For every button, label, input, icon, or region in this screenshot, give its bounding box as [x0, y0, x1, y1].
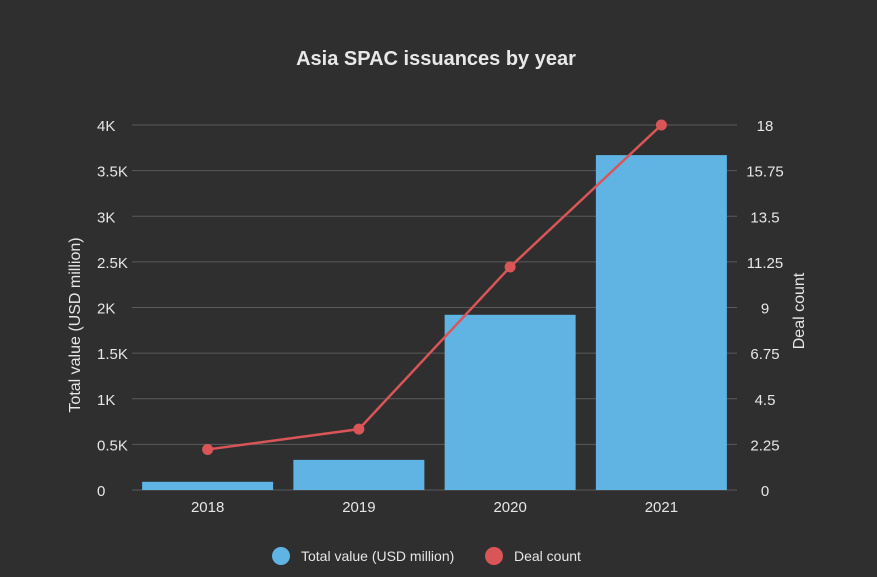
legend-label-total-value: Total value (USD million) — [301, 548, 454, 564]
bar-2021[interactable] — [595, 155, 727, 491]
deal-count-point-2018[interactable] — [202, 443, 214, 455]
deal-count-point-2019[interactable] — [353, 423, 365, 435]
left-tick-label: 4K — [97, 118, 115, 135]
x-tick-label: 2019 — [342, 499, 375, 516]
right-tick-label: 0 — [761, 483, 769, 500]
right-tick-label: 6.75 — [750, 346, 779, 363]
right-tick-label: 11.25 — [747, 255, 783, 272]
left-tick-label: 2.5K — [97, 255, 128, 272]
left-tick-label: 2K — [97, 301, 115, 318]
left-axis-title: Total value (USD million) — [67, 237, 84, 412]
bar-series — [142, 155, 727, 491]
left-tick-label: 1.5K — [97, 346, 128, 363]
line-series — [202, 119, 667, 455]
left-tick-label: 0.5K — [97, 437, 128, 454]
deal-count-point-2021[interactable] — [655, 119, 667, 131]
legend-item-deal-count[interactable]: Deal count — [485, 547, 581, 565]
right-tick-label: 9 — [761, 301, 769, 318]
right-tick-label: 15.75 — [746, 164, 784, 181]
right-axis-ticks: 0 2.25 4.5 6.75 9 11.25 13.5 15.75 18 — [746, 118, 784, 500]
legend: Total value (USD million) Deal count — [272, 547, 581, 565]
left-tick-label: 0 — [97, 483, 105, 500]
x-tick-label: 2018 — [191, 499, 224, 516]
right-axis-title: Deal count — [791, 272, 808, 349]
x-tick-label: 2021 — [645, 499, 678, 516]
legend-label-deal-count: Deal count — [514, 548, 581, 564]
right-tick-label: 18 — [757, 118, 774, 135]
grid-lines — [132, 124, 737, 491]
right-tick-label: 2.25 — [750, 437, 779, 454]
bar-2019[interactable] — [293, 459, 425, 490]
right-tick-label: 4.5 — [755, 392, 776, 409]
right-tick-label: 13.5 — [750, 209, 779, 226]
left-axis-ticks: 0 0.5K 1K 1.5K 2K 2.5K 3K 3.5K 4K — [97, 118, 128, 500]
x-axis-ticks: 2018 2019 2020 2021 — [191, 499, 678, 516]
legend-marker-deal-count — [485, 547, 503, 565]
chart-title: Asia SPAC issuances by year — [296, 48, 576, 70]
bar-2018[interactable] — [142, 481, 274, 490]
bar-2020[interactable] — [444, 314, 576, 490]
x-tick-label: 2020 — [493, 499, 526, 516]
deal-count-point-2020[interactable] — [504, 261, 516, 273]
deal-count-line — [207, 124, 663, 451]
left-tick-label: 1K — [97, 392, 115, 409]
left-tick-label: 3K — [97, 209, 115, 226]
legend-marker-total-value — [272, 547, 290, 565]
legend-item-total-value[interactable]: Total value (USD million) — [272, 547, 454, 565]
left-tick-label: 3.5K — [97, 164, 128, 181]
